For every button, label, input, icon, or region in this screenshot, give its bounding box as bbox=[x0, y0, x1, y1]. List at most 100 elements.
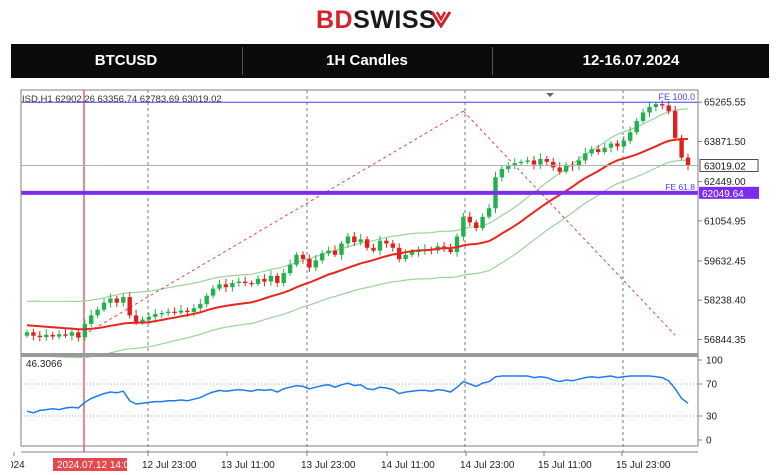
candle-down bbox=[185, 310, 190, 312]
candle-up bbox=[204, 295, 209, 305]
y-tick-label: 63871.50 bbox=[704, 137, 746, 148]
candle-down bbox=[300, 254, 306, 259]
candle-up bbox=[358, 239, 363, 243]
candle-down bbox=[243, 281, 248, 283]
level-price-value: 62049.64 bbox=[702, 189, 744, 200]
candle-up bbox=[313, 260, 318, 268]
x-tick-label: 15 Jul 11:00 bbox=[538, 460, 592, 471]
rsi-value-label: 46.3066 bbox=[26, 359, 63, 370]
candle-up bbox=[499, 168, 505, 178]
candle-down bbox=[31, 332, 36, 336]
price-chart: FE 100.0 FE 61.8 65265.55 63871.50 62449.00… bbox=[11, 80, 769, 473]
candle-up bbox=[563, 164, 569, 172]
candle-up bbox=[403, 254, 408, 259]
pane-separator bbox=[21, 353, 698, 357]
candle-up bbox=[506, 166, 511, 169]
brand-logo: BDSWISS bbox=[0, 0, 780, 44]
level-price-tag bbox=[699, 186, 759, 199]
rsi-tick-label: 0 bbox=[706, 436, 712, 447]
candle-up bbox=[217, 284, 222, 289]
candle-down bbox=[127, 297, 132, 316]
fib-618-label: FE 61.8 bbox=[665, 182, 695, 192]
rsi-tick-label: 70 bbox=[706, 380, 718, 391]
candle-down bbox=[673, 111, 678, 138]
x-tick-label: 024 bbox=[11, 460, 25, 471]
upper-band-line bbox=[26, 108, 689, 303]
double-chevron-icon bbox=[431, 11, 452, 28]
candle-up bbox=[210, 288, 216, 296]
y-tick-label: 62449.00 bbox=[704, 177, 746, 188]
fibo-rise-line bbox=[78, 110, 464, 339]
brand-wordmark-bd: BD bbox=[316, 6, 354, 34]
fibonacci-lines bbox=[78, 110, 676, 339]
header-symbol: BTCUSD bbox=[94, 52, 158, 69]
candle-down bbox=[685, 157, 691, 166]
candle-up bbox=[377, 240, 383, 251]
candle-up bbox=[198, 304, 203, 309]
session-date-tag bbox=[53, 458, 127, 471]
candle-up bbox=[621, 140, 626, 147]
candle-up bbox=[345, 236, 351, 244]
candle-up bbox=[409, 252, 415, 255]
candle-down bbox=[544, 159, 549, 162]
x-tick-label: 12 Jul 23:00 bbox=[142, 460, 197, 471]
moving-average bbox=[26, 137, 689, 331]
header-timeframe: 1H Candles bbox=[326, 52, 408, 69]
x-tick-label: 13 Jul 23:00 bbox=[301, 460, 356, 471]
chart-frame bbox=[20, 89, 699, 447]
candle-up bbox=[255, 278, 261, 284]
candle-up bbox=[140, 319, 145, 323]
candle-up bbox=[281, 273, 286, 283]
candle-down bbox=[474, 222, 479, 228]
candle-up bbox=[525, 160, 530, 162]
candle-up bbox=[634, 121, 639, 133]
ohlc-label: ISD,H1 62902.26 63356.74 62783.69 63019.… bbox=[22, 94, 222, 105]
candle-up bbox=[608, 143, 614, 148]
support-level-band bbox=[21, 190, 698, 195]
candle-up bbox=[326, 250, 331, 254]
session-date-label: 2024.07.12 14:00 bbox=[57, 460, 135, 471]
lower-band-line bbox=[26, 159, 689, 359]
candle-up bbox=[576, 160, 582, 166]
chart-axes: 65265.55 63871.50 62449.00 61054.95 59632.45… bbox=[11, 89, 746, 471]
candle-up bbox=[287, 264, 293, 274]
candle-down bbox=[133, 315, 139, 323]
candle-down bbox=[332, 250, 338, 255]
candle-down bbox=[390, 243, 395, 248]
candle-up bbox=[95, 309, 100, 316]
chart-background bbox=[11, 80, 769, 473]
candle-down bbox=[223, 284, 229, 288]
candle-up bbox=[583, 153, 588, 161]
rsi-tick-label: 30 bbox=[706, 412, 718, 423]
candle-up bbox=[56, 334, 62, 337]
rsi-tick-label: 100 bbox=[706, 356, 723, 367]
chart-shift-marker bbox=[546, 93, 554, 97]
candle-down bbox=[249, 283, 254, 285]
candle-up bbox=[178, 310, 184, 313]
candle-up bbox=[294, 254, 299, 265]
candle-up bbox=[486, 208, 492, 217]
candle-down bbox=[384, 240, 389, 244]
chart-labels: 63019.02 62049.64 2024.07.12 14:00 bbox=[53, 93, 759, 471]
candle-down bbox=[262, 278, 267, 282]
candle-up bbox=[159, 313, 164, 315]
chart-grid bbox=[83, 90, 624, 452]
candle-up bbox=[89, 315, 94, 324]
y-tick-label: 61054.95 bbox=[704, 216, 746, 227]
horizontal-levels: FE 100.0 FE 61.8 bbox=[21, 92, 698, 195]
rsi-line bbox=[26, 375, 689, 414]
fib-100-label: FE 100.0 bbox=[658, 92, 695, 102]
candle-up bbox=[602, 147, 607, 152]
candle-up bbox=[101, 302, 107, 310]
candle-down bbox=[660, 104, 665, 106]
candle-up bbox=[653, 104, 659, 107]
candle-down bbox=[679, 137, 684, 158]
candle-up bbox=[512, 163, 517, 166]
candle-up bbox=[236, 281, 241, 283]
y-tick-label: 58238.40 bbox=[704, 296, 746, 307]
candle-down bbox=[666, 105, 671, 112]
current-price-tag bbox=[699, 159, 759, 172]
candle-up bbox=[339, 243, 344, 255]
brand-wordmark: BDSWISS bbox=[316, 4, 436, 36]
candle-down bbox=[551, 161, 556, 168]
